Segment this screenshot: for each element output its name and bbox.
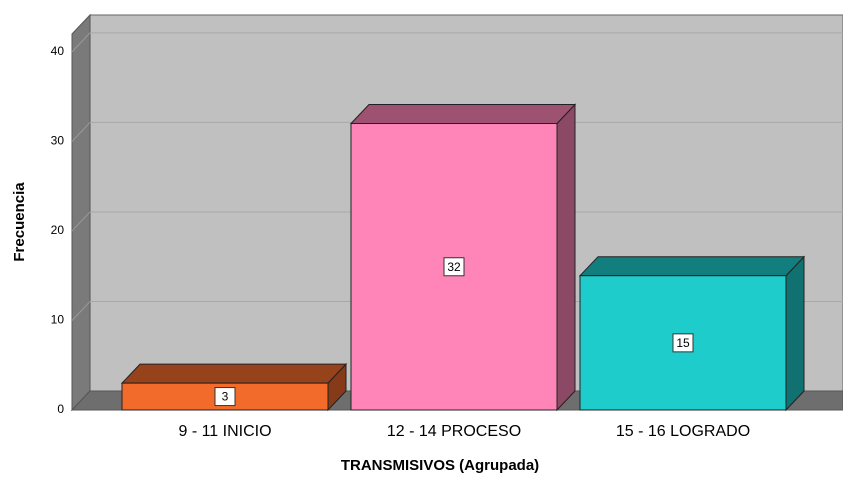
value-label-box [443,257,465,277]
value-label: 32 [447,260,461,274]
value-label: 15 [676,336,690,350]
value-label-box [672,333,694,353]
bar-top [120,363,348,384]
bar-top [578,256,806,277]
grid-line [71,122,91,142]
bar-side [785,255,805,412]
y-tick-label: 0 [57,402,64,416]
grid-line [71,211,91,232]
y-tick-label: 20 [51,223,65,237]
x-tick-label: 12 - 14 PROCESO [387,423,521,440]
grid-line [71,301,91,321]
y-tick-label: 10 [51,313,65,327]
x-axis-title: TRANSMISIVOS (Agrupada) [341,457,539,474]
y-axis-title: Frecuencia [11,182,28,262]
x-tick-label: 15 - 16 LOGRADO [616,423,750,440]
bar-side [556,103,576,412]
y-tick-label: 40 [51,44,65,58]
left-wall [71,13,91,412]
x-tick-label: 9 - 11 INICIO [178,423,271,440]
value-label: 3 [222,390,229,404]
bar-top [349,104,577,125]
value-label-box [214,387,236,407]
grid-line [71,32,91,53]
y-tick-label: 30 [51,134,65,148]
